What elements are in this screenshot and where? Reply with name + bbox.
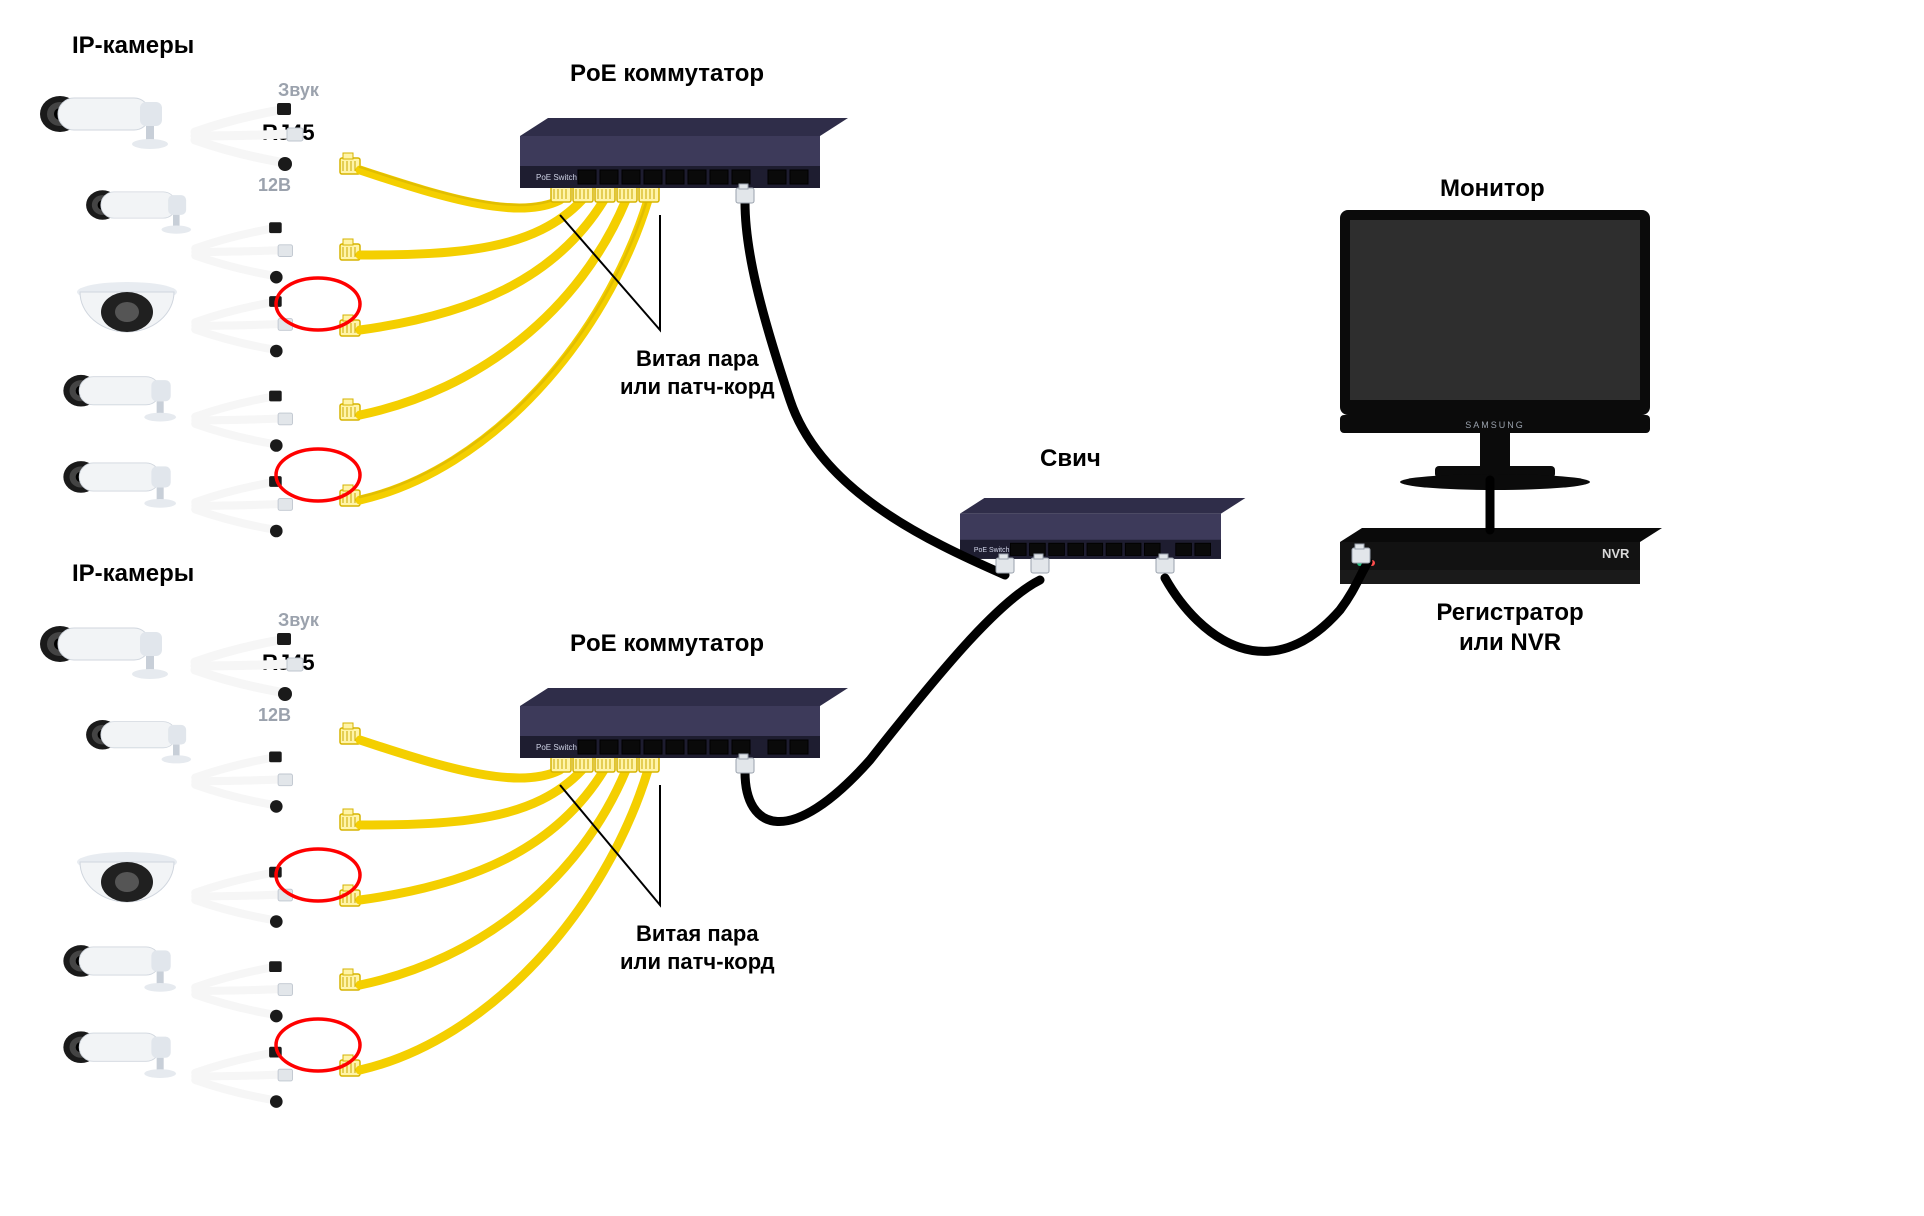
label-rj45-bottom: RJ45: [262, 650, 315, 676]
label-twisted-top: Витая пара или патч-корд: [620, 345, 775, 400]
label-poe-top: PoE коммутатор: [570, 60, 764, 88]
yellow-cable-plugs-top: [551, 181, 659, 202]
central-switch: [960, 498, 1245, 559]
label-switch: Свич: [1040, 445, 1101, 473]
camera-icon: [40, 96, 168, 149]
camera-pigtail-icon: [195, 296, 292, 357]
nvr-device: [1340, 528, 1662, 584]
camera-icon: [40, 626, 168, 679]
label-power-bottom: 12В: [258, 705, 291, 726]
cable-poe2-to-switch: [745, 580, 1040, 822]
yellow-cable-bundle-top: [360, 170, 648, 500]
camera-icon: [63, 945, 176, 992]
camera-group-top: [40, 96, 360, 537]
poe-switch-bottom: [520, 688, 848, 758]
black-cables: [745, 202, 1490, 822]
twisted-callout-top: [560, 215, 660, 330]
camera-icon: [77, 282, 177, 332]
camera-pigtail-icon: [195, 476, 292, 537]
camera-pigtail-icon: [195, 867, 292, 928]
camera-icon: [77, 852, 177, 902]
rj45-plug-icon: [340, 723, 360, 744]
camera-icon: [86, 720, 191, 763]
camera-pigtail-icon: [195, 752, 292, 813]
camera-icon: [86, 190, 191, 233]
camera-pigtail-icon: [195, 391, 292, 452]
camera-pigtail-icon: [195, 1047, 292, 1108]
rj45-plug-icon: [340, 485, 360, 506]
camera-pigtail-icon: [195, 961, 292, 1022]
label-recorder: Регистратор или NVR: [1400, 598, 1620, 658]
cable-poe1-to-switch: [745, 202, 1005, 575]
rj45-plug-icon: [340, 1055, 360, 1076]
rj45-plug-icon: [340, 399, 360, 420]
label-cameras-top: IP-камеры: [72, 32, 194, 60]
rj45-plug-icon: [340, 969, 360, 990]
label-audio-top: Звук: [278, 80, 319, 101]
yellow-cable-bundle-top-highlight: [360, 167, 648, 497]
label-poe-bottom: PoE коммутатор: [570, 630, 764, 658]
poe-switch-top: [520, 118, 848, 188]
label-cameras-bottom: IP-камеры: [72, 560, 194, 588]
yellow-cable-bundle-bottom: [360, 740, 648, 1070]
label-audio-bottom: Звук: [278, 610, 319, 631]
camera-icon: [63, 375, 176, 422]
cable-switch-to-nvr: [1165, 562, 1368, 651]
uplink-plugs: [736, 184, 1370, 773]
label-monitor: Монитор: [1440, 175, 1545, 203]
yellow-cable-plugs-bottom: [551, 751, 659, 772]
twisted-callout-bottom: [560, 785, 660, 905]
monitor-device: [1340, 210, 1650, 490]
camera-pigtail-icon: [195, 222, 292, 283]
label-rj45-top: RJ45: [262, 120, 315, 146]
rj45-plug-icon: [340, 153, 360, 174]
camera-icon: [63, 461, 176, 508]
label-power-top: 12В: [258, 175, 291, 196]
camera-group-bottom: [40, 626, 360, 1108]
rj45-plug-icon: [340, 809, 360, 830]
label-twisted-bottom: Витая пара или патч-корд: [620, 920, 775, 975]
rj45-plug-icon: [340, 239, 360, 260]
rj45-plug-icon: [340, 315, 360, 336]
rj45-plug-icon: [340, 885, 360, 906]
camera-icon: [63, 1031, 176, 1078]
